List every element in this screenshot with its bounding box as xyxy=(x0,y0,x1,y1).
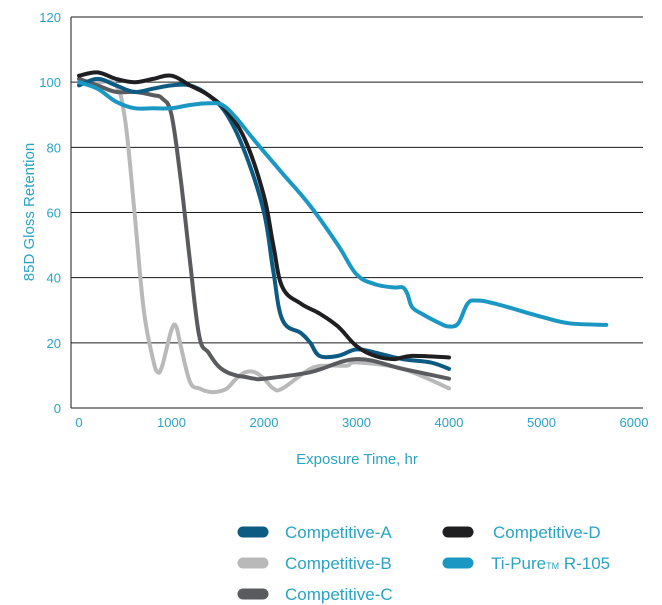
y-tick-label-100: 100 xyxy=(39,75,61,90)
y-tick-label-80: 80 xyxy=(47,140,61,155)
x-tick-label-1000: 1000 xyxy=(157,415,186,430)
legend-label-competitive-b: Competitive-B xyxy=(285,554,392,573)
legend-label-ti-pure-r-105: Ti-PureTM R-105 xyxy=(491,554,610,573)
legend-item-competitive-a: Competitive-A xyxy=(237,523,392,542)
y-tick-label-0: 0 xyxy=(54,401,61,416)
series-line-competitive-b xyxy=(77,79,451,395)
tick-labels: 0 20 40 60 80 100 120 0 1000 2000 3000 4000 5000 6000 xyxy=(39,10,648,430)
x-tick-label-5000: 5000 xyxy=(527,415,556,430)
legend-item-competitive-d: Competitive-D xyxy=(442,523,601,542)
legend-label-ti-pure-rest: R-105 xyxy=(559,554,610,573)
grid-lines xyxy=(71,16,643,344)
legend-label-competitive-a: Competitive-A xyxy=(285,523,392,542)
y-tick-label-40: 40 xyxy=(47,271,61,286)
legend-item-competitive-c: Competitive-C xyxy=(237,585,393,604)
legend: Competitive-A Competitive-B Competitive-… xyxy=(237,523,610,604)
x-tick-label-4000: 4000 xyxy=(435,415,464,430)
y-tick-label-60: 60 xyxy=(47,206,61,221)
y-tick-label-120: 120 xyxy=(39,10,61,25)
x-tick-label-3000: 3000 xyxy=(342,415,371,430)
legend-label-competitive-d: Competitive-D xyxy=(493,523,601,542)
y-axis-title: 85D Gloss Retention xyxy=(21,143,38,281)
x-tick-label-6000: 6000 xyxy=(620,415,649,430)
x-axis-title: Exposure Time, hr xyxy=(296,451,418,468)
legend-label-ti-pure-tm: TM xyxy=(546,561,559,571)
axes xyxy=(70,17,643,409)
x-tick-label-2000: 2000 xyxy=(250,415,279,430)
x-tick-label-0: 0 xyxy=(75,415,82,430)
legend-item-ti-pure-r-105: Ti-PureTM R-105 xyxy=(442,554,610,573)
legend-label-ti-pure-main: Ti-Pure xyxy=(491,554,546,573)
series-lines xyxy=(77,70,609,395)
legend-item-competitive-b: Competitive-B xyxy=(237,554,392,573)
series-line-ti-pure-r-105 xyxy=(77,80,609,329)
series-line-competitive-d xyxy=(77,70,451,362)
y-tick-label-20: 20 xyxy=(47,336,61,351)
legend-label-competitive-c: Competitive-C xyxy=(285,585,393,604)
